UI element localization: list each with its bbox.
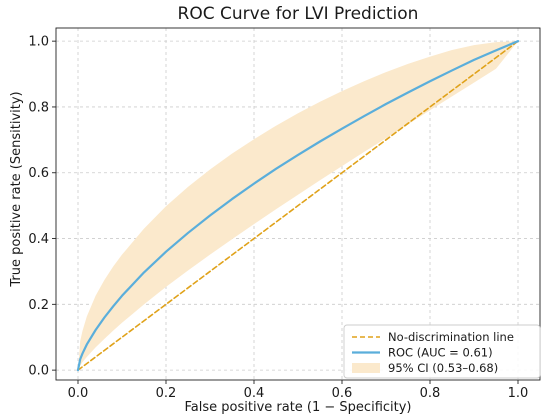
x-tick-label-0: 0.0 xyxy=(68,386,89,401)
legend-label-2: 95% CI (0.53–0.68) xyxy=(388,361,498,375)
y-tick-label-3: 0.6 xyxy=(28,166,49,181)
x-tick-label-4: 0.8 xyxy=(420,386,441,401)
plot-frame xyxy=(55,27,541,381)
y-axis-title: True positive rate (Sensitivity) xyxy=(9,91,24,287)
legend-entries: No-discrimination line ROC (AUC = 0.61)95… xyxy=(352,330,514,375)
x-axis-ticks: 0.0 0.2 0.4 0.6 0.8 1.0 xyxy=(68,380,529,401)
y-tick-label-0: 0.0 xyxy=(28,364,49,379)
legend-swatch-ci xyxy=(352,363,380,373)
y-axis-ticks: 0.0 0.2 0.4 0.6 0.8 1.0 xyxy=(28,35,56,379)
x-axis-title: False positive rate (1 − Specificity) xyxy=(185,400,412,415)
y-tick-label-2: 0.4 xyxy=(28,232,49,247)
x-tick-label-3: 0.6 xyxy=(332,386,353,401)
y-tick-label-4: 0.8 xyxy=(28,100,49,115)
x-tick-label-1: 0.2 xyxy=(156,386,177,401)
legend: No-discrimination line ROC (AUC = 0.61)95… xyxy=(343,324,541,379)
x-tick-label-5: 1.0 xyxy=(508,386,529,401)
roc-curve xyxy=(76,40,520,372)
chart-title: ROC Curve for LVI Prediction xyxy=(178,4,419,24)
x-tick-label-2: 0.4 xyxy=(244,386,265,401)
y-tick-label-1: 0.2 xyxy=(28,298,49,313)
legend-label-1: ROC (AUC = 0.61) xyxy=(388,346,493,360)
series-lines xyxy=(76,40,520,372)
no-discrimination-line xyxy=(77,40,519,371)
y-tick-label-5: 1.0 xyxy=(28,35,49,50)
legend-frame xyxy=(343,324,541,379)
axes xyxy=(55,27,541,381)
legend-label-0: No-discrimination line xyxy=(388,330,514,344)
